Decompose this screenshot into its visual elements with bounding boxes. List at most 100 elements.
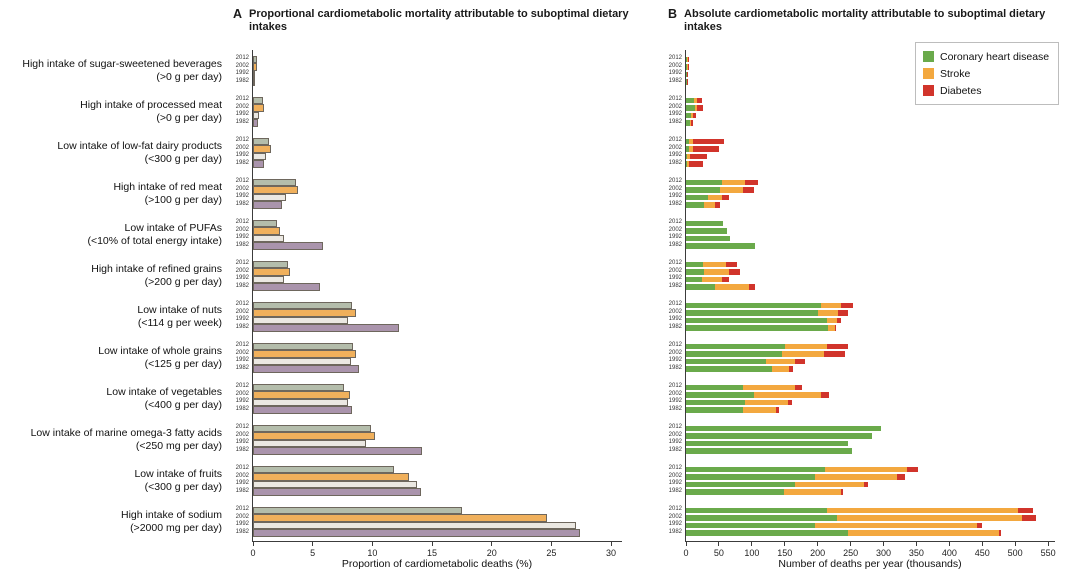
bar-segment-coronary-heart-disease (686, 138, 689, 144)
bar-segment-coronary-heart-disease (686, 343, 785, 349)
bar-segment-stroke (704, 202, 715, 208)
proportion-bar (253, 365, 360, 373)
x-axis-tick (850, 542, 852, 546)
bar-segment-coronary-heart-disease (686, 407, 743, 413)
bar-segment-diabetes (841, 302, 853, 308)
year-label: 1982 (668, 528, 682, 535)
year-label: 1992 (668, 398, 682, 404)
year-label: 2012 (668, 383, 682, 389)
x-axis-tick-label: 0 (683, 548, 689, 558)
year-label: 1992 (235, 193, 249, 199)
year-label: 2002 (235, 62, 249, 69)
bar-segment-diabetes (726, 261, 737, 267)
year-label: 2002 (668, 144, 682, 151)
year-label: 2002 (668, 390, 682, 397)
proportion-bar (253, 514, 547, 522)
x-axis-tick (491, 542, 493, 546)
bar-segment-diabetes (722, 276, 730, 282)
year-label: 2002 (668, 103, 682, 110)
year-label: 1992 (235, 439, 249, 445)
x-axis-tick (784, 542, 786, 546)
year-label: 2002 (668, 431, 682, 438)
bar-segment-stroke (742, 407, 777, 413)
bar-segment-stroke (765, 358, 795, 364)
year-label: 1992 (668, 193, 682, 199)
proportion-bar (253, 55, 257, 63)
bar-segment-coronary-heart-disease (686, 366, 773, 372)
bar-segment-stroke (744, 399, 789, 405)
year-label: 1992 (235, 234, 249, 240)
bar-segment-coronary-heart-disease (686, 161, 688, 167)
bar-segment-coronary-heart-disease (686, 474, 816, 480)
bar-segment-diabetes (691, 120, 694, 126)
category-threshold: (>2000 mg per day) (130, 521, 222, 534)
year-label: 2002 (235, 308, 249, 315)
bar-segment-coronary-heart-disease (686, 187, 721, 193)
year-label: 1992 (668, 275, 682, 281)
category-threshold: (<10% of total energy intake) (87, 234, 222, 247)
year-label: 1982 (235, 241, 249, 248)
year-label: 1992 (668, 439, 682, 445)
year-label: 2002 (235, 267, 249, 274)
bar-segment-coronary-heart-disease (686, 220, 723, 226)
year-label: 1992 (235, 111, 249, 117)
category-threshold: (>100 g per day) (144, 193, 222, 206)
bar-segment-stroke (708, 194, 723, 200)
bar-segment-coronary-heart-disease (686, 105, 695, 111)
year-label: 1982 (668, 405, 682, 412)
legend-item: Stroke (923, 65, 1049, 82)
bar-segment-stroke (784, 343, 827, 349)
year-label: 2012 (668, 465, 682, 471)
bar-segment-coronary-heart-disease (686, 261, 704, 267)
bar-segment-coronary-heart-disease (686, 228, 727, 234)
bar-segment-coronary-heart-disease (686, 179, 723, 185)
bar-segment-diabetes (722, 194, 730, 200)
category-name: Low intake of marine omega-3 fatty acids (30, 426, 222, 439)
year-label: 2002 (235, 513, 249, 520)
x-axis-tick (431, 542, 433, 546)
bar-segment-coronary-heart-disease (686, 448, 852, 454)
year-label: 1982 (235, 364, 249, 371)
x-axis-tick-label: 15 (427, 548, 438, 558)
bar-segment-stroke (703, 261, 727, 267)
proportion-bar (253, 119, 258, 127)
legend-item: Coronary heart disease (923, 48, 1049, 65)
bar-segment-stroke (826, 507, 1019, 513)
year-label: 1982 (235, 323, 249, 330)
x-axis-tick (550, 542, 552, 546)
bar-segment-coronary-heart-disease (686, 425, 881, 431)
year-label: 1982 (235, 200, 249, 207)
proportion-bar (253, 260, 288, 268)
x-axis-tick (718, 542, 720, 546)
proportion-bar (253, 96, 263, 104)
legend-swatch-coronary-heart-disease (923, 51, 934, 62)
proportion-bar (253, 219, 277, 227)
year-label: 2012 (668, 260, 682, 266)
bar-segment-coronary-heart-disease (686, 466, 825, 472)
x-axis-tick (817, 542, 819, 546)
year-label: 1992 (668, 357, 682, 363)
bar-segment-coronary-heart-disease (686, 112, 692, 118)
x-axis-tick (685, 542, 687, 546)
proportion-bar (253, 316, 349, 324)
proportion-bar (253, 480, 417, 488)
bar-segment-stroke (826, 317, 838, 323)
legend-swatch-stroke (923, 68, 934, 79)
year-label: 2012 (235, 342, 249, 348)
proportion-bar (253, 488, 422, 496)
bar-segment-coronary-heart-disease (686, 433, 872, 439)
year-label: 2012 (235, 383, 249, 389)
bar-segment-diabetes (742, 187, 755, 193)
legend: Coronary heart disease Stroke Diabetes (915, 42, 1060, 105)
x-axis-tick-label: 50 (713, 548, 724, 558)
proportion-bar (253, 152, 267, 160)
year-label: 1982 (235, 405, 249, 412)
x-axis-tick (751, 542, 753, 546)
category-name: High intake of processed meat (80, 98, 222, 111)
bar-segment-coronary-heart-disease (686, 79, 687, 85)
bar-segment-stroke (820, 302, 842, 308)
year-label: 2002 (668, 308, 682, 315)
bar-segment-coronary-heart-disease (686, 120, 690, 126)
bar-segment-stroke (720, 187, 743, 193)
bar-segment-diabetes (824, 351, 845, 357)
